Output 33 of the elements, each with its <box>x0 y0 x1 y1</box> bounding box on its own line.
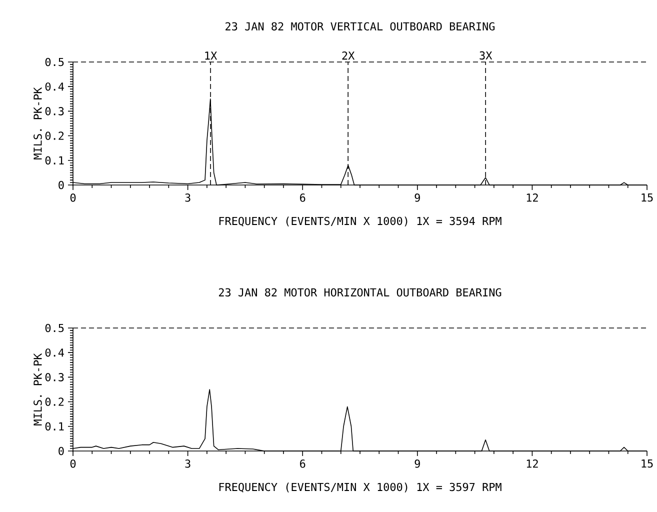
y-tick-label: 0 <box>58 446 64 456</box>
x-tick-label: 12 <box>526 460 538 468</box>
y-axis-title: MILS. PK-PK <box>34 353 42 426</box>
x-tick-label: 0 <box>70 194 76 202</box>
y-tick-label: 0 <box>58 180 64 190</box>
chart-title: 23 JAN 82 MOTOR VERTICAL OUTBOARD BEARING <box>226 22 495 30</box>
x-tick-label: 9 <box>414 194 420 202</box>
y-tick-label: 0.1 <box>45 422 64 431</box>
chart-title: 23 JAN 82 MOTOR HORIZONTAL OUTBOARD BEARING <box>218 288 502 296</box>
y-tick-label: 0.3 <box>45 373 64 382</box>
ref-line-label: 3X <box>480 51 492 60</box>
y-tick-label: 0.5 <box>45 324 64 332</box>
x-axis-title: FREQUENCY (EVENTS/MIN X 1000) 1X = 3594 RPM <box>219 216 502 226</box>
x-tick-label: 0 <box>70 460 76 468</box>
y-tick-label: 0.3 <box>45 107 64 116</box>
x-tick-label: 6 <box>300 194 306 202</box>
ref-line-label: 2X <box>342 51 355 60</box>
y-axis-title: MILS. PK-PK <box>34 87 42 160</box>
y-tick-label: 0.4 <box>45 82 64 91</box>
x-tick-label: 15 <box>642 194 653 202</box>
y-tick-label: 0.5 <box>45 58 64 66</box>
x-tick-label: 9 <box>414 460 420 468</box>
x-tick-label: 15 <box>642 460 653 468</box>
y-tick-label: 0.2 <box>45 132 64 140</box>
x-tick-label: 3 <box>185 460 190 468</box>
y-tick-label: 0.1 <box>45 156 64 165</box>
ref-line-label: 1X <box>205 52 218 60</box>
x-axis-title: FREQUENCY (EVENTS/MIN X 1000) 1X = 3597 RPM <box>219 482 502 492</box>
y-tick-label: 0.4 <box>45 348 64 357</box>
x-tick-label: 12 <box>526 194 538 202</box>
y-tick-label: 0.2 <box>45 398 64 406</box>
x-tick-label: 3 <box>185 194 190 202</box>
x-tick-label: 6 <box>300 460 306 468</box>
